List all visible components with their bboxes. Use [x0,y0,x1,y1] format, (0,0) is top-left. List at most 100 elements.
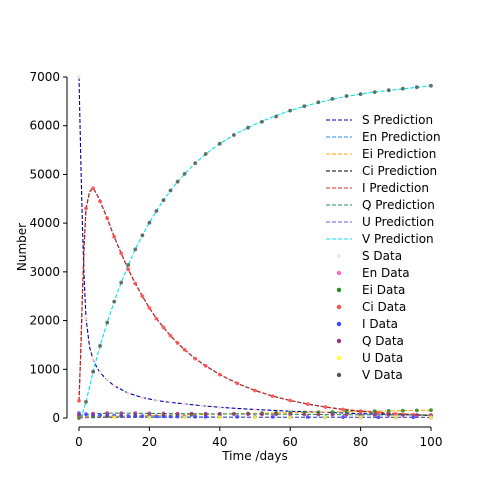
data-point-v-data [246,125,250,130]
data-point-ci-data [270,394,275,398]
data-point-v-data [112,299,117,304]
data-point-ci-data [193,356,198,361]
y-tick-label: 6000 [29,119,60,133]
data-point-u-data [393,415,398,420]
data-point-ci-data [119,251,124,256]
y-tick-label: 5000 [29,167,60,181]
data-point-u-data [112,415,117,420]
x-tick-label: 20 [142,435,157,449]
data-point-ci-data [105,216,110,221]
data-point-i-data [376,415,381,420]
data-point-v-data [358,92,363,96]
data-point-q-data [260,412,264,417]
legend-entry: V Data [362,368,403,382]
data-point-i-data [341,415,345,419]
data-point-ci-data [77,399,81,403]
legend-entry: V Prediction [362,232,434,246]
legend: S Prediction En Prediction Ei Prediction Ci… [326,113,441,382]
data-point-s-data [323,410,328,415]
data-point-s-data [182,402,187,406]
data-point-v-data [91,369,95,374]
legend-swatch [336,355,342,361]
data-point-ei-data [344,409,349,414]
data-point-ci-data [182,347,187,352]
data-point-v-data [330,97,335,101]
data-point-s-data [98,370,102,375]
data-point-ci-data [154,316,159,321]
data-point-v-data [77,416,81,420]
data-point-q-data [386,413,391,417]
data-point-ci-data [341,407,345,412]
data-point-q-data [330,412,335,417]
legend-swatch [336,321,342,327]
data-point-q-data [288,412,293,417]
data-point-ci-data [84,206,88,211]
data-point-v-data [133,247,138,252]
data-point-q-data [217,412,222,416]
legend-entry: Ei Prediction [362,147,436,161]
data-point-q-data [302,412,307,417]
data-point-i-data [411,415,416,420]
data-point-v-data [98,344,102,348]
data-point-q-data [133,411,138,416]
data-point-i-data [154,414,159,419]
data-point-s-data [168,400,173,405]
data-point-ci-data [305,402,310,406]
ticks: 0 20 40 60 80 1000100020003000400050006000700… [29,70,442,449]
series-line-i-prediction [78,187,432,416]
data-point-v-data [147,220,152,225]
data-point-q-data [415,413,419,417]
y-tick-label: 1000 [29,362,60,376]
data-point-ci-data [140,294,145,299]
data-point-i-data [175,414,180,419]
data-point-v-data [302,104,307,109]
data-point-i-data [270,415,275,419]
legend-entry: En Data [362,266,410,280]
data-point-ci-data [203,364,208,368]
legend-entry: I Data [362,317,398,331]
data-point-v-data [84,400,88,404]
legend-entry: Q Prediction [362,198,435,212]
data-point-ci-data [288,398,293,403]
plot-area [77,75,433,420]
x-tick-label: 100 [420,435,443,449]
axes [66,77,431,428]
data-point-ci-data [217,372,222,377]
legend-swatch [336,253,342,259]
data-point-s-data [253,407,257,412]
data-point-i-data [126,414,131,418]
data-point-i-data [235,414,240,419]
legend-entry: U Prediction [362,215,434,229]
data-point-ci-data [393,412,398,416]
data-point-u-data [323,415,328,420]
y-tick-label: 0 [52,411,60,425]
data-point-q-data [274,412,278,417]
data-point-q-data [119,411,124,415]
data-point-ci-data [147,306,152,310]
legend-swatch [336,287,342,293]
data-point-ei-data [415,408,419,413]
data-point-v-data [126,263,131,267]
data-point-ci-data [253,388,257,393]
data-point-i-data [203,414,208,419]
data-point-ei-data [400,408,405,413]
y-tick-label: 4000 [29,216,60,230]
data-point-s-data [77,75,81,79]
data-point-i-data [193,414,198,419]
data-point-v-data [105,320,110,325]
data-point-ci-data [161,325,166,330]
data-point-q-data [161,411,166,416]
legend-entry: I Prediction [362,181,429,195]
data-point-u-data [429,415,433,420]
series-line-s-prediction [78,76,432,416]
legend-entry: Q Data [362,334,404,348]
data-point-s-data [112,383,117,388]
data-point-v-data [316,100,321,105]
data-point-ci-data [91,186,95,191]
data-point-v-data [119,280,124,285]
y-tick-label: 7000 [29,70,60,84]
data-point-ci-data [358,409,363,414]
data-point-ci-data [168,333,173,338]
data-point-v-data [415,85,419,90]
